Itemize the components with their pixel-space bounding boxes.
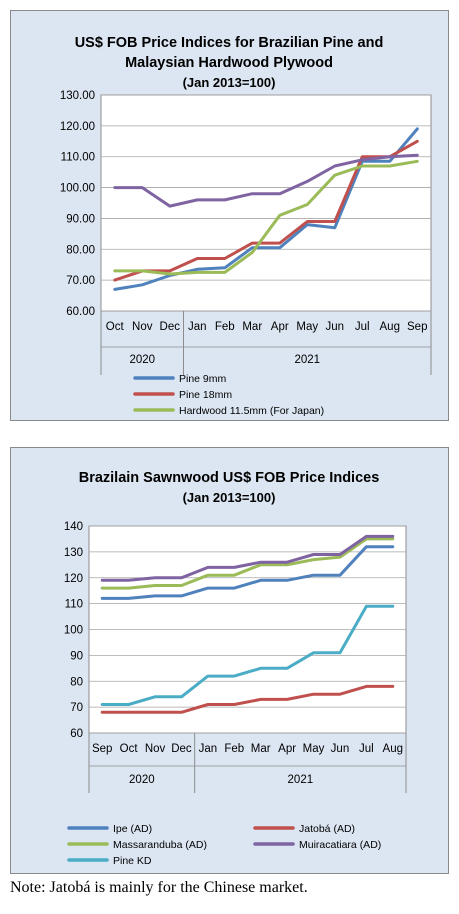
x-tick-label: Apr <box>278 743 296 755</box>
y-tick-label: 130.00 <box>60 90 95 102</box>
year-label: 2021 <box>294 354 320 366</box>
x-tick-label: Nov <box>145 743 166 755</box>
x-tick-label: Mar <box>251 743 271 755</box>
y-tick-label: 140 <box>64 521 83 533</box>
x-tick-label: Oct <box>106 321 125 333</box>
x-tick-label: Jan <box>188 321 207 333</box>
x-tick-label: May <box>296 321 318 333</box>
x-tick-label: Sep <box>92 743 112 755</box>
legend-label: Muiracatiara (AD) <box>299 839 381 851</box>
x-tick-label: Jul <box>359 743 374 755</box>
chart-subtitle: (Jan 2013=100) <box>183 490 276 505</box>
x-tick-label: Nov <box>132 321 153 333</box>
legend-label: Massaranduba (AD) <box>113 839 207 851</box>
legend-label: Hardwood 11.5mm (For Japan) <box>179 405 324 417</box>
x-tick-label: Sep <box>407 321 427 333</box>
y-tick-label: 120 <box>64 573 83 585</box>
chart-subtitle: (Jan 2013=100) <box>183 75 276 90</box>
x-tick-label: Jun <box>331 743 350 755</box>
y-tick-label: 60.00 <box>66 306 95 318</box>
pine-9mm-series-line <box>113 127 419 291</box>
chart-title-line1: US$ FOB Price Indices for Brazilian Pine… <box>75 35 384 51</box>
x-tick-label: Aug <box>380 321 400 333</box>
x-tick-label: Mar <box>242 321 262 333</box>
legend-label: Pine 18mm <box>179 389 232 401</box>
sawnwood-chart: Brazilain Sawnwood US$ FOB Price Indices… <box>64 470 407 867</box>
x-tick-label: Dec <box>160 321 181 333</box>
footnote: Note: Jatobá is mainly for the Chinese m… <box>10 879 308 896</box>
y-tick-label: 70 <box>70 702 83 714</box>
pine-kd-series-line <box>100 604 395 706</box>
x-tick-label: Jun <box>325 321 344 333</box>
x-tick-label: Oct <box>120 743 139 755</box>
chart-title-line2: Malaysian Hardwood Plywood <box>125 55 333 71</box>
x-tick-label: Dec <box>171 743 192 755</box>
y-tick-label: 120.00 <box>60 121 95 133</box>
y-tick-label: 90 <box>70 650 83 662</box>
legend-label: Ipe (AD) <box>113 823 152 835</box>
y-tick-label: 110 <box>65 599 83 611</box>
sawnwood-chart-panel: Brazilain Sawnwood US$ FOB Price Indices… <box>10 447 449 874</box>
y-tick-label: 110.00 <box>61 152 95 164</box>
y-tick-label: 130 <box>64 547 83 559</box>
jatob-ad-series-line <box>100 684 395 714</box>
x-tick-label: Feb <box>224 743 244 755</box>
chart-title-line1: Brazilain Sawnwood US$ FOB Price Indices <box>79 470 380 486</box>
year-label: 2021 <box>288 774 314 786</box>
x-tick-label: Aug <box>383 743 403 755</box>
legend-label: Jatobá (AD) <box>299 823 355 835</box>
x-tick-label: Feb <box>215 321 235 333</box>
y-tick-label: 70.00 <box>66 275 95 287</box>
y-tick-label: 80 <box>70 676 83 688</box>
plot-area <box>100 94 432 312</box>
pine-18mm-series-line <box>113 139 419 282</box>
legend-label: Pine 9mm <box>179 373 227 385</box>
hardwood-11-5mm-for-japan-series-line <box>113 159 419 276</box>
legend-label: Pine KD <box>113 855 152 867</box>
plywood-chart-panel: US$ FOB Price Indices for Brazilian Pine… <box>10 10 449 421</box>
x-tick-label: Jan <box>199 743 218 755</box>
year-label: 2020 <box>129 774 155 786</box>
plywood-chart: US$ FOB Price Indices for Brazilian Pine… <box>60 35 432 417</box>
year-label: 2020 <box>129 354 155 366</box>
ipe-ad-series-line <box>100 545 395 600</box>
muiracatiara-ad-series-line <box>100 534 395 582</box>
y-tick-label: 100.00 <box>60 183 95 195</box>
x-tick-label: May <box>303 743 325 755</box>
x-tick-label: Apr <box>271 321 289 333</box>
y-tick-label: 60 <box>70 728 83 740</box>
x-tick-label: Jul <box>355 321 370 333</box>
massaranduba-ad-series-line <box>100 537 395 590</box>
y-tick-label: 80.00 <box>66 244 95 256</box>
unlabeled-series-line <box>113 153 419 208</box>
y-tick-label: 90.00 <box>66 213 95 225</box>
y-tick-label: 100 <box>64 625 83 637</box>
